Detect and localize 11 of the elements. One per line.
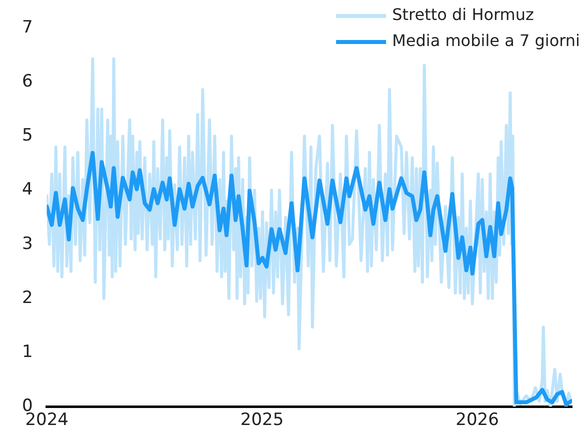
- y-tick-label: 4: [22, 180, 33, 200]
- x-tick-label: 2025: [240, 410, 284, 430]
- y-tick-label: 6: [22, 72, 33, 92]
- legend-label: Stretto di Hormuz: [392, 5, 534, 24]
- y-tick-label: 1: [22, 342, 33, 362]
- x-tick-label: 2026: [456, 410, 499, 430]
- legend-label: Media mobile a 7 giorni: [392, 31, 580, 50]
- y-tick-label: 7: [22, 17, 33, 38]
- y-tick-label: 5: [22, 126, 33, 146]
- y-tick-label: 2: [22, 288, 33, 308]
- y-tick-label: 3: [22, 234, 33, 254]
